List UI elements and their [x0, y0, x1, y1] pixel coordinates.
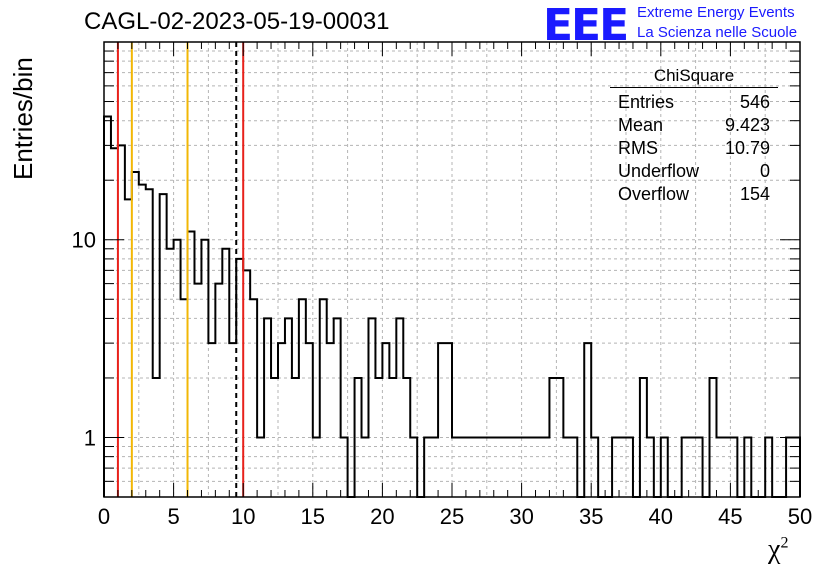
- stats-row-rms: RMS 10.79: [610, 137, 778, 160]
- stats-label: RMS: [618, 138, 658, 158]
- stats-title: ChiSquare: [610, 66, 778, 88]
- stats-label: Mean: [618, 115, 664, 135]
- stats-label: Overflow: [618, 184, 690, 204]
- stats-label: Entries: [618, 92, 675, 112]
- logo-line-2: La Scienza nelle Scuole: [637, 24, 798, 41]
- x-tick-label: 30: [509, 504, 533, 529]
- stats-value: 546: [739, 92, 770, 112]
- x-axis-label-sup: 2: [780, 534, 789, 552]
- x-tick-label: 25: [440, 504, 464, 529]
- logo-line-1: Extreme Energy Events: [637, 4, 795, 21]
- stats-value: 9.423: [724, 115, 770, 135]
- y-tick-label: 1: [84, 425, 96, 450]
- chart-title: CAGL-02-2023-05-19-00031: [84, 8, 390, 35]
- x-axis-label-base: χ: [768, 534, 781, 565]
- x-tick-label: 20: [370, 504, 394, 529]
- stats-label: Underflow: [618, 161, 700, 181]
- stats-box: ChiSquare Entries 546 Mean 9.423 RMS 10.79 …: [610, 66, 778, 206]
- x-tick-label: 10: [231, 504, 255, 529]
- stats-row-entries: Entries 546: [610, 91, 778, 114]
- stats-row-underflow: Underflow 0: [610, 160, 778, 183]
- stats-row-overflow: Overflow 154: [610, 183, 778, 206]
- x-tick-label: 5: [167, 504, 179, 529]
- y-tick-label: 10: [72, 228, 96, 253]
- x-tick-label: 0: [98, 504, 110, 529]
- x-tick-label: 35: [579, 504, 603, 529]
- stats-value: 0: [759, 161, 770, 181]
- stats-value: 154: [739, 184, 770, 204]
- x-tick-label: 15: [301, 504, 325, 529]
- stats-row-mean: Mean 9.423: [610, 114, 778, 137]
- stats-value: 10.79: [724, 138, 770, 158]
- x-axis-label: χ2: [768, 534, 788, 566]
- x-tick-label: 50: [788, 504, 812, 529]
- x-tick-label: 40: [649, 504, 673, 529]
- x-tick-label: 45: [718, 504, 742, 529]
